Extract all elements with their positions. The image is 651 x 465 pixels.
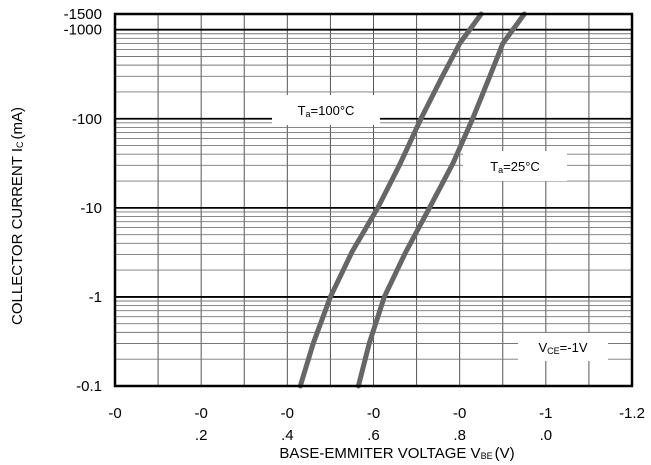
y-tick-label: -0.1 xyxy=(76,378,102,395)
x-tick-label: -0 xyxy=(367,405,380,422)
y-tick-label: -100 xyxy=(72,111,102,128)
x-tick-label: -0 xyxy=(194,405,207,422)
x-axis-title-sub: BE xyxy=(481,451,493,461)
y-axis-title-sub: C xyxy=(15,141,25,148)
series-label-ta-25c: Ta=25°C xyxy=(463,151,567,181)
series-label-ta-100c-text: Ta=100°C xyxy=(298,103,355,119)
y-tick-label: -1500 xyxy=(64,6,102,23)
series-label-ta-25c-main: T xyxy=(490,159,498,174)
x-axis-title-main: BASE-EMMITER VOLTAGE V xyxy=(279,445,480,462)
x-tick-label-decimal: .0 xyxy=(540,427,553,444)
x-tick-label-decimal: .8 xyxy=(453,427,466,444)
series-line-ta-25c xyxy=(355,11,527,389)
y-axis-title: COLLECTOR CURRENT IC(mA) xyxy=(9,107,26,325)
series-layer xyxy=(297,11,527,389)
x-tick-label: -0 xyxy=(108,405,121,422)
y-tick-label: -1 xyxy=(89,289,102,306)
condition-label-vce-text: VCE=-1V xyxy=(538,340,587,356)
series-label-ta-100c-sub: a xyxy=(306,109,311,119)
tick-labels: -0.1 -1 -10 -100 -1000-1500 -0 -0 .2 -0 .4 -0 .6 -0.… xyxy=(64,6,645,444)
x-tick-label: -0 xyxy=(453,405,466,422)
condition-label-vce-sub: CE xyxy=(547,346,560,356)
series-label-ta-25c-text: Ta=25°C xyxy=(490,159,540,175)
x-tick-label: -1.2 xyxy=(619,405,645,422)
x-axis-title: BASE-EMMITER VOLTAGE VBE (V) xyxy=(279,445,514,462)
series-label-ta-25c-rest: =25°C xyxy=(503,159,540,174)
series-label-ta-100c: Ta=100°C xyxy=(272,95,380,125)
grid xyxy=(115,14,632,386)
y-tick-label: -10 xyxy=(80,200,102,217)
y-tick-label: -1000 xyxy=(64,22,102,39)
x-tick-label: -0 xyxy=(281,405,294,422)
y-axis-title-unit: (mA) xyxy=(9,107,26,140)
series-label-ta-25c-box xyxy=(463,151,567,181)
condition-label-vce-rest: =-1V xyxy=(560,340,588,355)
x-tick-label-decimal: .4 xyxy=(281,427,294,444)
condition-label-vce-box xyxy=(518,333,608,361)
series-label-ta-25c-sub: a xyxy=(498,165,503,175)
series-label-ta-100c-rest: =100°C xyxy=(311,103,355,118)
plot-frame xyxy=(113,12,634,388)
condition-label-vce: VCE=-1V xyxy=(518,333,608,361)
x-tick-label-decimal: .6 xyxy=(367,427,380,444)
x-tick-label: -1 xyxy=(539,405,552,422)
x-tick-label-decimal: .2 xyxy=(195,427,208,444)
x-axis-title-unit: (V) xyxy=(495,445,515,462)
series-line-ta-100c xyxy=(297,11,484,389)
series-label-ta-100c-main: T xyxy=(298,103,306,118)
series-label-ta-100c-box xyxy=(272,95,380,125)
condition-label-vce-main: V xyxy=(538,340,547,355)
y-axis-title-main: COLLECTOR CURRENT I xyxy=(9,148,26,325)
